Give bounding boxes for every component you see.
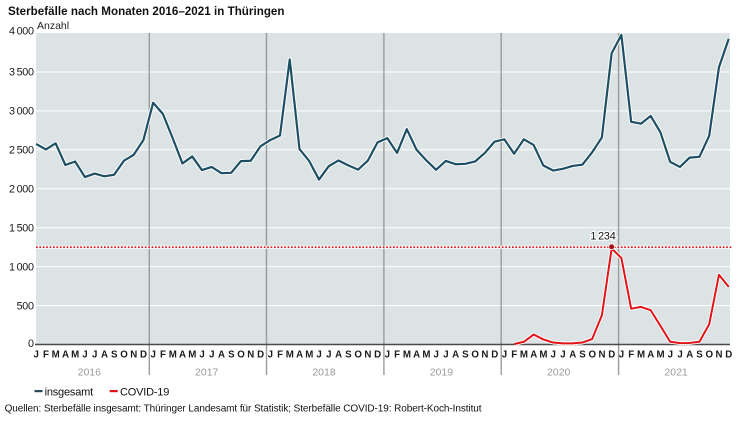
- svg-text:insgesamt: insgesamt: [45, 386, 93, 398]
- svg-text:J: J: [268, 350, 273, 361]
- svg-text:M: M: [169, 350, 177, 361]
- svg-text:J: J: [316, 350, 321, 361]
- svg-text:N: N: [598, 350, 605, 361]
- svg-text:S: S: [462, 350, 469, 361]
- svg-text:J: J: [33, 350, 38, 361]
- svg-text:D: D: [140, 350, 147, 361]
- svg-text:S: S: [345, 350, 352, 361]
- svg-text:2 500: 2 500: [9, 145, 34, 157]
- svg-text:Sterbefälle nach Monaten 2016–: Sterbefälle nach Monaten 2016–2021 in Th…: [8, 5, 285, 18]
- svg-text:A: A: [647, 350, 654, 361]
- svg-text:A: A: [296, 350, 303, 361]
- svg-text:1 234: 1 234: [590, 231, 615, 243]
- svg-text:A: A: [686, 350, 693, 361]
- svg-text:2 000: 2 000: [9, 184, 34, 196]
- svg-text:O: O: [706, 350, 714, 361]
- svg-text:J: J: [326, 350, 331, 361]
- svg-text:2019: 2019: [430, 367, 454, 379]
- svg-text:M: M: [403, 350, 411, 361]
- svg-text:2017: 2017: [195, 367, 219, 379]
- svg-text:O: O: [588, 350, 596, 361]
- svg-text:F: F: [628, 350, 634, 361]
- svg-text:J: J: [551, 350, 556, 361]
- svg-text:F: F: [511, 350, 517, 361]
- svg-text:S: S: [579, 350, 586, 361]
- svg-text:J: J: [199, 350, 204, 361]
- svg-text:A: A: [218, 350, 225, 361]
- svg-text:M: M: [520, 350, 528, 361]
- svg-text:D: D: [374, 350, 381, 361]
- svg-text:Quellen: Sterbefälle insgesamt: Quellen: Sterbefälle insgesamt: Thüringe…: [5, 404, 482, 415]
- svg-text:J: J: [82, 350, 87, 361]
- svg-text:A: A: [530, 350, 537, 361]
- svg-text:J: J: [92, 350, 97, 361]
- svg-text:A: A: [413, 350, 420, 361]
- svg-text:O: O: [354, 350, 362, 361]
- svg-text:A: A: [335, 350, 342, 361]
- svg-text:D: D: [725, 350, 732, 361]
- svg-text:O: O: [471, 350, 479, 361]
- svg-text:O: O: [237, 350, 245, 361]
- svg-text:Anzahl: Anzahl: [37, 20, 69, 32]
- svg-text:J: J: [433, 350, 438, 361]
- svg-text:4 000: 4 000: [9, 25, 34, 37]
- svg-text:D: D: [257, 350, 264, 361]
- svg-text:M: M: [422, 350, 430, 361]
- svg-text:F: F: [43, 350, 49, 361]
- svg-text:N: N: [716, 350, 723, 361]
- svg-text:J: J: [502, 350, 507, 361]
- svg-text:2021: 2021: [664, 367, 688, 379]
- svg-text:A: A: [101, 350, 108, 361]
- svg-text:N: N: [130, 350, 137, 361]
- svg-text:F: F: [394, 350, 400, 361]
- svg-text:2016: 2016: [78, 367, 102, 379]
- svg-text:M: M: [52, 350, 60, 361]
- svg-text:O: O: [120, 350, 128, 361]
- svg-text:M: M: [656, 350, 664, 361]
- svg-text:J: J: [668, 350, 673, 361]
- svg-text:1 500: 1 500: [9, 223, 34, 235]
- svg-text:3 000: 3 000: [9, 106, 34, 118]
- svg-text:J: J: [151, 350, 156, 361]
- svg-text:J: J: [560, 350, 565, 361]
- svg-text:S: S: [228, 350, 235, 361]
- svg-text:D: D: [491, 350, 498, 361]
- svg-text:2018: 2018: [312, 367, 336, 379]
- svg-text:3 500: 3 500: [9, 67, 34, 79]
- svg-text:M: M: [539, 350, 547, 361]
- svg-text:S: S: [696, 350, 703, 361]
- svg-text:J: J: [619, 350, 624, 361]
- svg-text:M: M: [71, 350, 79, 361]
- svg-text:F: F: [160, 350, 166, 361]
- svg-text:M: M: [305, 350, 313, 361]
- svg-text:M: M: [188, 350, 196, 361]
- svg-text:J: J: [385, 350, 390, 361]
- svg-text:A: A: [179, 350, 186, 361]
- svg-text:J: J: [209, 350, 214, 361]
- svg-text:N: N: [481, 350, 488, 361]
- svg-text:D: D: [608, 350, 615, 361]
- svg-text:J: J: [677, 350, 682, 361]
- svg-text:A: A: [569, 350, 576, 361]
- svg-text:0: 0: [28, 338, 34, 350]
- svg-text:M: M: [637, 350, 645, 361]
- svg-text:500: 500: [17, 300, 34, 312]
- svg-text:S: S: [111, 350, 118, 361]
- svg-text:M: M: [286, 350, 294, 361]
- svg-text:F: F: [277, 350, 283, 361]
- svg-text:N: N: [364, 350, 371, 361]
- svg-text:COVID-19: COVID-19: [120, 386, 169, 398]
- svg-text:A: A: [62, 350, 69, 361]
- svg-text:A: A: [452, 350, 459, 361]
- svg-text:N: N: [247, 350, 254, 361]
- svg-text:1 000: 1 000: [9, 261, 34, 273]
- svg-text:2020: 2020: [547, 367, 571, 379]
- svg-text:J: J: [443, 350, 448, 361]
